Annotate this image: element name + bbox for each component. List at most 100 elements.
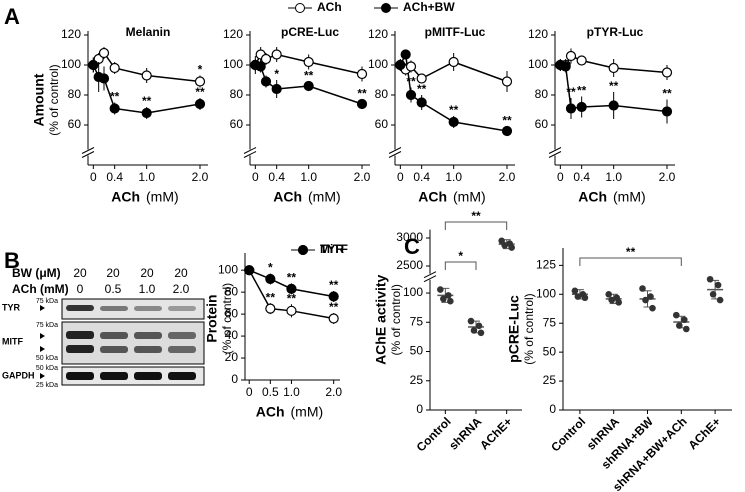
y-tick-label: 2500 [396, 258, 423, 272]
data-point [109, 103, 120, 114]
panel-label: A [4, 4, 20, 29]
data-point [608, 62, 619, 74]
data-point [477, 329, 485, 337]
significance: ** [304, 69, 314, 83]
y-tick-label: 120 [61, 27, 81, 41]
chart-title: pMITF-Luc [425, 25, 486, 39]
data-point [271, 83, 282, 95]
data-point [574, 293, 582, 300]
y-tick-label: 80 [68, 87, 82, 101]
legend-label: ACh+BW [403, 0, 455, 14]
legend-marker [381, 3, 391, 13]
y-axis-title: Protein [204, 294, 220, 342]
significance: * [274, 67, 279, 81]
data-point [501, 241, 508, 249]
data-point [286, 283, 297, 294]
band [100, 306, 128, 311]
significance: ** [142, 94, 152, 108]
data-point [605, 290, 612, 298]
y-tick-label: 75 [543, 315, 557, 329]
data-point [581, 294, 589, 302]
data-point [395, 59, 406, 71]
band [168, 332, 196, 339]
band [134, 372, 162, 380]
data-point [608, 296, 615, 304]
data-point [571, 287, 579, 295]
panel-label: B [4, 248, 20, 273]
x-axis-unit: (mM) [613, 189, 646, 205]
data-point [716, 296, 724, 304]
x-tick-label: 0 [90, 170, 97, 184]
data-point [328, 291, 339, 302]
data-point [440, 295, 447, 303]
y-tick-label: 0 [231, 372, 238, 386]
data-point [676, 322, 683, 329]
y-tick-label: 80 [225, 284, 239, 298]
data-point [649, 304, 656, 312]
kda-marker: 75 kDa [36, 322, 58, 329]
significance: ** [609, 79, 619, 93]
chart-title: Melanin [126, 25, 171, 39]
y-axis-unit: (% of control) [389, 284, 403, 355]
y-tick-label: 60 [535, 117, 549, 131]
significance: ** [329, 300, 339, 314]
data-point [400, 49, 411, 60]
data-point [508, 244, 515, 251]
axis-break [548, 151, 562, 158]
significance: ** [417, 82, 427, 96]
axis-break-gap [549, 149, 561, 156]
data-point [576, 101, 587, 113]
x-tick-label: AChE+ [477, 414, 515, 452]
data-point [681, 316, 688, 324]
data-point [706, 275, 714, 283]
y-tick-label: 100 [223, 57, 243, 71]
data-point [405, 89, 417, 101]
chart-title: pCRE-Luc [281, 25, 339, 39]
x-tick-label: 2.0 [354, 170, 371, 184]
data-point [286, 305, 297, 316]
data-point [714, 281, 722, 289]
data-point [501, 76, 513, 87]
y-tick-label: 120 [223, 27, 243, 41]
y-tick-label: 25 [410, 373, 424, 387]
data-point [560, 61, 571, 72]
x-tick-label: 2.0 [499, 170, 516, 184]
significance: ** [502, 114, 512, 128]
data-point [255, 61, 266, 72]
legend-marker [298, 245, 309, 255]
y-tick-label: 120 [368, 27, 388, 41]
y-tick-label: 100 [368, 57, 388, 71]
x-axis-title: ACh [578, 189, 607, 205]
significance: ** [449, 103, 459, 117]
blot-row-label: BW (μM) [12, 266, 61, 280]
blot-value: 2.0 [173, 282, 190, 296]
x-tick-label: 0.4 [268, 170, 285, 184]
band [100, 372, 128, 380]
significance: ** [110, 90, 120, 104]
y-tick-label: 75 [410, 314, 424, 328]
data-point [303, 56, 314, 68]
axis-break [243, 151, 257, 158]
significance: ** [266, 290, 276, 304]
band-label: MITF [2, 336, 23, 346]
y-tick-label: 120 [528, 27, 548, 41]
x-tick-label: AChE+ [686, 414, 724, 452]
data-point [109, 62, 120, 74]
x-axis-title: ACh [111, 189, 140, 205]
y-tick-label: 0 [416, 402, 423, 416]
y-axis-unit: (% of control) [47, 64, 61, 135]
legend-label: ACh [317, 0, 342, 14]
axis-break [81, 151, 95, 158]
significance: * [198, 63, 203, 77]
y-tick-label: 40 [225, 328, 239, 342]
western-blot: BW (μM) 20 20 20 20 ACh (mM) 0 0.5 1.0 2… [2, 266, 205, 389]
data-point [470, 327, 478, 334]
blot-box [61, 298, 205, 320]
x-tick-label: 0 [557, 170, 564, 184]
data-point [416, 73, 427, 84]
band [168, 306, 196, 311]
y-axis-title: AChE activity [373, 274, 389, 364]
axis-break [548, 147, 562, 154]
y-tick-label: 125 [536, 258, 556, 272]
